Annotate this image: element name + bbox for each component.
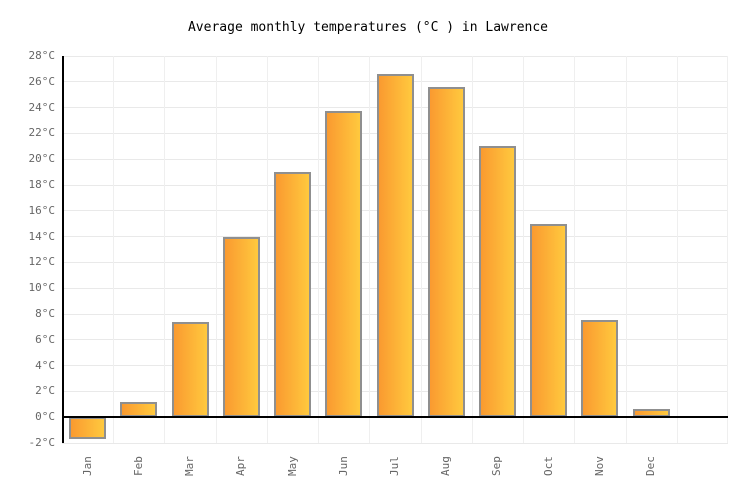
x-gridline [369,56,371,443]
bar-feb [120,401,158,418]
y-axis-label: 24°C [28,100,56,114]
x-axis-label: Oct [541,456,555,476]
bar-jan [69,417,107,440]
plot-area [62,55,728,444]
y-axis-label: 16°C [28,203,56,217]
y-axis-label: 6°C [35,332,55,346]
x-axis-label: Jun [336,456,350,476]
y-axis-label: 20°C [28,152,56,166]
y-axis-label: -2°C [28,436,56,449]
y-axis-label: 18°C [28,178,56,191]
bar-sep [478,146,516,418]
x-axis-label: Sep [490,456,504,476]
chart-title: Average monthly temperatures (°C ) in La… [187,20,549,35]
x-gridline [318,56,320,443]
y-axis-label: 4°C [35,358,55,372]
bar-jun [325,111,363,418]
bar-jul [376,74,414,418]
x-gridline [164,56,166,443]
y-axis-label: 14°C [28,229,56,243]
y-axis-label: 28°C [28,49,56,62]
x-gridline [676,56,678,443]
x-gridline [523,56,525,443]
x-axis-label: Feb [131,456,145,476]
y-axis-label: 2°C [35,384,55,398]
y-axis-label: 8°C [35,307,55,320]
y-axis-label: 10°C [28,281,56,295]
y-axis-line [62,56,64,443]
x-axis-label: Jan [80,456,94,476]
x-gridline [215,56,217,443]
x-axis-label: Mar [183,456,197,476]
y-axis-label: 0°C [35,410,55,424]
bar-apr [222,236,260,418]
x-gridline [625,56,627,443]
bar-nov [581,320,619,418]
y-gridline [62,55,728,57]
x-axis-label: Dec [644,456,658,476]
x-gridline [471,56,473,443]
x-axis-label: Jul [388,456,401,476]
x-gridline [113,56,115,443]
x-axis-label: May [285,456,299,476]
y-axis-label: 12°C [28,255,56,269]
x-gridline [266,56,268,443]
bar-aug [427,86,465,418]
x-axis-label: Apr [234,456,248,476]
zero-axis-line [62,416,728,419]
x-axis-label: Nov [592,456,606,476]
y-axis-label: 22°C [28,126,56,140]
bar-mar [171,321,209,418]
x-axis-label: Aug [439,456,453,476]
y-axis-label: 26°C [28,74,56,88]
x-gridline [574,56,576,443]
bar-may [274,172,312,418]
bar-oct [530,223,568,418]
y-gridline [62,442,728,444]
x-gridline [727,56,728,443]
x-gridline [420,56,422,443]
